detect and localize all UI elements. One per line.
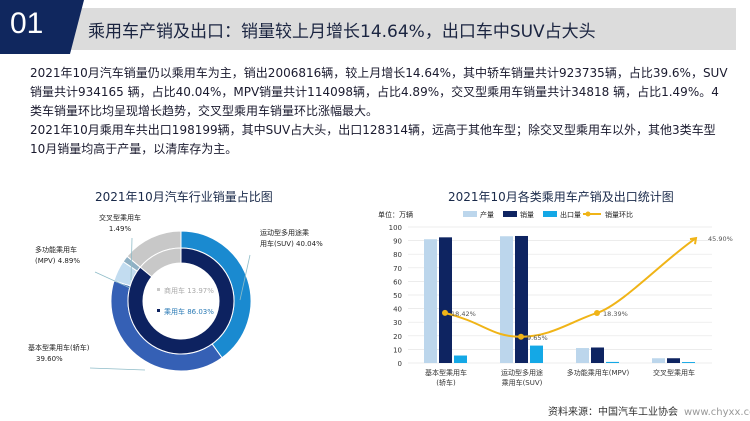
bar-产量 (424, 239, 437, 363)
outer-label-3: 交叉型乘用车 (99, 213, 141, 222)
inner-slice-1 (139, 247, 182, 278)
line-data-label: 45.90% (708, 235, 733, 243)
legend-swatch (543, 211, 557, 217)
line-point (594, 309, 600, 316)
outer-label-2: 多功能乘用车 (35, 245, 77, 254)
bar-产量 (500, 236, 513, 363)
header-bar (62, 8, 736, 50)
legend-label: 销量环比 (605, 210, 633, 219)
bar-产量 (652, 358, 665, 363)
y-tick-label: 100 (389, 224, 402, 232)
inner-slice-0 (127, 247, 235, 355)
inner-label-1: 商用车 13.97% (164, 286, 214, 295)
bar-出口量 (530, 345, 543, 363)
outer-value-1: 39.60% (36, 355, 63, 363)
leader-line (89, 367, 146, 371)
section-number: 01 (10, 7, 44, 40)
bar-chart-title: 2021年10月各类乘用车产销及出口统计图 (448, 190, 674, 204)
line-data-label: 18.39% (603, 310, 628, 318)
source-text: 资料来源：中国汽车工业协会 (548, 407, 678, 418)
legend-swatch (157, 288, 160, 291)
y-tick-label: 50 (393, 292, 402, 300)
bar-销量 (591, 347, 604, 363)
arrow-head (689, 236, 698, 245)
line-point (442, 309, 448, 316)
legend-swatch (463, 211, 477, 217)
outer-value-0: 用车(SUV) 40.04% (260, 239, 323, 248)
y-tick-label: 90 (393, 238, 402, 246)
unit-label: 单位：万辆 (378, 210, 413, 219)
x-tick-label: 交叉型乘用车 (653, 368, 695, 377)
line-data-label: 9.65% (527, 334, 548, 342)
y-tick-label: 0 (398, 360, 402, 368)
leader-line (130, 237, 133, 281)
bar-出口量 (682, 362, 695, 363)
legend-marker (585, 211, 591, 217)
legend-swatch (503, 211, 517, 217)
section-number-badge: 01 (0, 0, 84, 54)
outer-value-2: (MPV) 4.89% (35, 257, 80, 265)
y-tick-label: 30 (393, 319, 402, 327)
line-series-mom (444, 237, 697, 338)
outer-label-0: 运动型多用途乘 (260, 228, 309, 237)
x-tick-label: 运动型多用途 (501, 368, 543, 377)
legend-swatch (157, 309, 160, 312)
x-tick-label: (轿车) (436, 378, 456, 387)
bar-产量 (576, 348, 589, 363)
source-url: www.chyxx.com (684, 407, 750, 418)
x-tick-label: 乘用车(SUV) (502, 378, 543, 387)
bar-销量 (439, 237, 452, 363)
legend-label: 销量 (520, 210, 534, 219)
donut-chart-title: 2021年10月汽车行业销量占比图 (95, 190, 273, 204)
line-point (518, 333, 524, 340)
line-data-label: 18.42% (451, 310, 476, 318)
page-title: 乘用车产销及出口：销量较上月增长14.64%，出口车中SUV占大头 (88, 22, 596, 42)
y-tick-label: 40 (393, 306, 402, 314)
x-tick-label: 基本型乘用车 (425, 368, 467, 377)
outer-label-1: 基本型乘用车(轿车) (28, 343, 90, 352)
bar-出口量 (606, 361, 619, 363)
y-tick-label: 60 (393, 278, 402, 286)
source-note: 资料来源：中国汽车工业协会 www.chyxx.com (548, 403, 750, 418)
bar-销量 (515, 235, 528, 363)
summary-paragraph-1: 2021年10月汽车销量仍以乘用车为主，销出2006816辆，较上月增长14.6… (30, 66, 728, 118)
inner-label-0: 乘用车 86.03% (164, 307, 214, 316)
legend-label: 产量 (480, 210, 494, 219)
x-tick-label: 多功能乘用车(MPV) (567, 368, 630, 377)
bar-销量 (667, 358, 680, 363)
y-tick-label: 20 (393, 333, 402, 341)
leader-line (239, 254, 251, 301)
legend-label: 出口量 (560, 210, 581, 219)
y-tick-label: 80 (393, 251, 402, 259)
y-tick-label: 10 (393, 346, 402, 354)
y-tick-label: 70 (393, 265, 402, 273)
summary-paragraph-2: 2021年10月乘用车共出口198199辆，其中SUV占大头，出口128314辆… (30, 123, 716, 156)
outer-value-3: 1.49% (109, 225, 132, 233)
leader-line (94, 271, 131, 289)
bar-chart: 单位：万辆 0 10 20 30 40 50 60 70 80 90 100 基本型乘用车(轿车) 运动型… (378, 210, 733, 387)
bar-出口量 (454, 355, 467, 363)
summary-text: 2021年10月汽车销量仍以乘用车为主，销出2006816辆，较上月增长14.6… (30, 64, 730, 159)
